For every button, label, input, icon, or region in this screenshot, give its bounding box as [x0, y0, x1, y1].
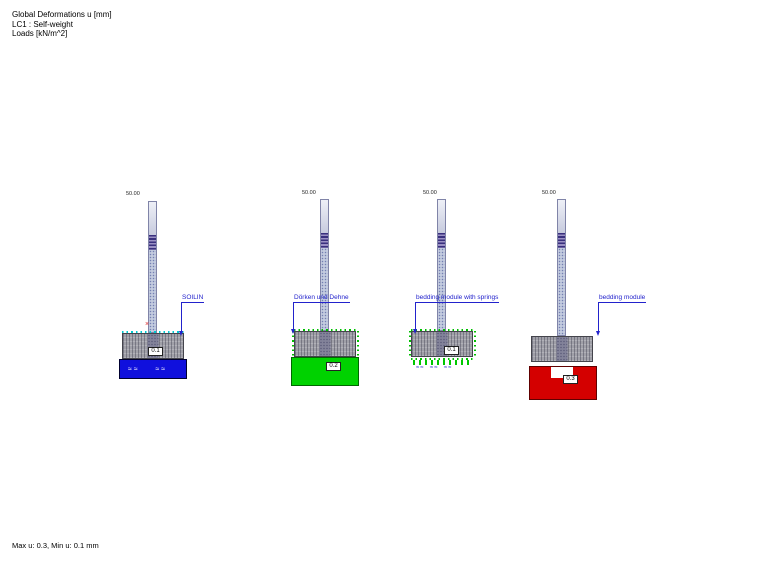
foundation-core [556, 337, 568, 361]
leader-arrow-icon [291, 329, 295, 334]
column-top-segment [558, 200, 565, 233]
support-tick-row [122, 330, 184, 333]
spring-dots-right [356, 331, 359, 357]
deformation-value: 0.2 [326, 362, 341, 371]
column-mesh-segment [438, 248, 445, 330]
column-member [148, 201, 157, 333]
column-top-segment [149, 202, 156, 235]
leader-line [181, 302, 182, 331]
leader-arrow-icon [179, 331, 183, 336]
deformation-value: 0.1 [148, 347, 163, 356]
leader-arrow-icon [413, 329, 417, 334]
column-stress-band [558, 233, 565, 248]
column-mesh-segment [321, 248, 328, 330]
leader-line [415, 302, 416, 329]
dimension-label: 50.00 [423, 190, 437, 196]
column-member [557, 199, 566, 336]
leader-line [293, 302, 294, 329]
leader-arrow-icon [596, 331, 600, 336]
support-label: bedding module with springs [415, 294, 500, 303]
deformation-value: 0.3 [563, 375, 578, 384]
support-label: SOILIN [181, 294, 205, 303]
spring-dots-left [408, 331, 411, 357]
spring-dots-top [411, 328, 473, 331]
column-top-segment [438, 200, 445, 233]
soil-block-soilin: ≈≈ ≈≈ [119, 359, 187, 379]
column-stress-band [321, 233, 328, 248]
node-marker-icon: × [145, 321, 150, 328]
foundation-slab [122, 333, 184, 359]
soil-block-green [291, 357, 359, 386]
foundation-slab [531, 336, 593, 362]
spring-dots-top [294, 328, 356, 331]
title-line-loadcase: LC1 : Self-weight [12, 19, 73, 29]
foundation-core [319, 332, 331, 356]
column-stress-band [149, 235, 156, 250]
deformation-value: 0.1 [444, 346, 459, 355]
spring-marks: ≈≈ ≈≈ ≈≈ [416, 365, 453, 371]
column-mesh-segment [149, 250, 156, 332]
title-block: Global Deformations u [mm] LC1 : Self-we… [12, 10, 112, 39]
column-top-segment [321, 200, 328, 233]
foundation-core [436, 332, 448, 356]
column-stress-band [438, 233, 445, 248]
spring-strip [413, 360, 471, 365]
foundation-slab [294, 331, 356, 357]
soil-notch [551, 367, 573, 378]
support-label: bedding module [598, 294, 647, 303]
column-member [437, 199, 446, 331]
title-line-loads: Loads [kN/m^2] [12, 29, 68, 38]
support-label: Dörken und Dehne [293, 294, 350, 303]
result-summary: Max u: 0.3, Min u: 0.1 mm [12, 541, 99, 550]
leader-line [598, 302, 599, 331]
title-line-deformations: Global Deformations u [mm] [12, 10, 112, 19]
spring-dots-left [291, 331, 294, 357]
spring-dots-bottom [411, 357, 473, 360]
foundation-core [147, 334, 159, 358]
spring-dots-right [473, 331, 476, 357]
dimension-label: 50.00 [126, 191, 140, 197]
foundation-slab [411, 331, 473, 357]
column-mesh-segment [558, 248, 565, 335]
dimension-label: 50.00 [542, 190, 556, 196]
dimension-label: 50.00 [302, 190, 316, 196]
water-marks: ≈≈ ≈≈ [128, 366, 168, 373]
column-member [320, 199, 329, 331]
